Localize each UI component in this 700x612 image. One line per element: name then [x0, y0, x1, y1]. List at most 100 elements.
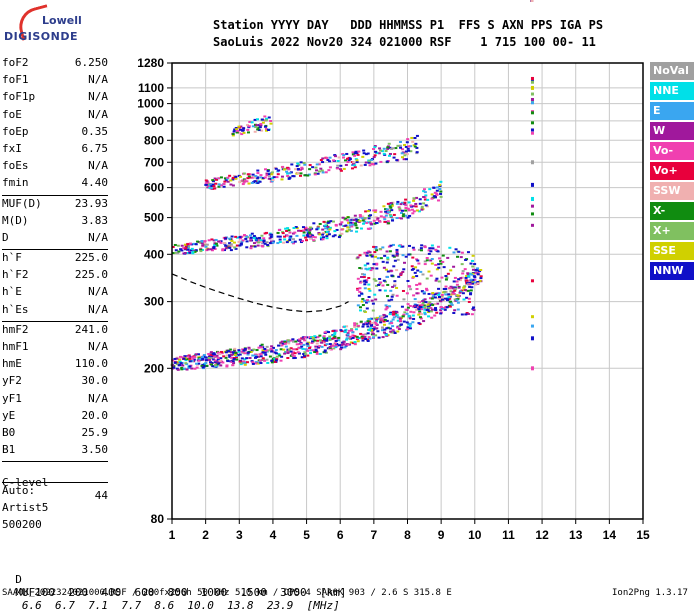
- echo-point: [326, 158, 330, 161]
- echo-point: [448, 305, 452, 308]
- echo-point: [400, 152, 404, 155]
- echo-point: [361, 298, 365, 301]
- echo-point: [334, 155, 338, 158]
- echo-point: [369, 269, 373, 272]
- echo-point: [176, 368, 180, 371]
- echo-point: [271, 177, 275, 180]
- echo-point: [396, 200, 400, 203]
- echo-point: [206, 248, 210, 251]
- echo-point: [193, 356, 197, 359]
- param-label: D: [2, 230, 9, 244]
- param-value: 25.9: [81, 425, 109, 439]
- param-value: N/A: [88, 73, 108, 87]
- echo-point: [177, 358, 181, 361]
- echo-point: [462, 286, 466, 289]
- echo-point: [530, 0, 534, 2]
- echo-point: [405, 153, 409, 156]
- echo-point: [362, 149, 366, 152]
- echo-point: [447, 296, 451, 299]
- echo-point: [285, 241, 289, 244]
- echo-point: [178, 355, 182, 358]
- echo-point: [412, 210, 416, 213]
- legend-item: NNE: [650, 82, 694, 100]
- echo-point: [343, 346, 347, 349]
- echo-point: [183, 243, 187, 246]
- echo-point: [304, 353, 308, 356]
- echo-point: [219, 364, 223, 367]
- echo-point: [323, 350, 327, 353]
- echo-point: [302, 234, 306, 237]
- echo-point: [415, 283, 419, 286]
- echo-point: [299, 347, 303, 350]
- echo-point: [386, 147, 390, 150]
- echo-point: [411, 275, 415, 278]
- echo-point: [402, 268, 406, 271]
- echo-point: [375, 249, 379, 252]
- echo-point: [354, 150, 358, 153]
- echo-point: [359, 227, 363, 230]
- echo-point: [364, 161, 368, 164]
- echo-point: [423, 308, 427, 311]
- echo-point: [295, 234, 299, 237]
- echo-point: [400, 209, 404, 212]
- echo-point: [530, 324, 534, 328]
- echo-point: [302, 353, 306, 356]
- echo-point: [174, 249, 178, 252]
- echo-point: [303, 336, 307, 339]
- echo-point: [470, 286, 474, 289]
- echo-point: [179, 248, 183, 251]
- echo-point: [343, 159, 347, 162]
- footer-muf-values: 6.6 6.7 7.1 7.7 8.6 10.0 13.8 23.9 [MHz]: [15, 599, 340, 612]
- echo-point: [334, 339, 338, 342]
- echo-point: [352, 161, 356, 164]
- echo-point: [470, 313, 474, 316]
- echo-point: [407, 244, 411, 247]
- echo-point: [263, 242, 267, 245]
- echo-point: [466, 273, 470, 276]
- echo-point: [366, 339, 370, 342]
- echo-point: [229, 249, 233, 252]
- echo-point: [389, 311, 393, 314]
- echo-point: [411, 321, 415, 324]
- echo-point: [340, 221, 344, 224]
- echo-point: [258, 180, 262, 183]
- echo-point: [201, 244, 205, 247]
- param-value: N/A: [88, 340, 108, 353]
- echo-point: [351, 221, 355, 224]
- echo-point: [183, 355, 187, 358]
- echo-point: [241, 179, 245, 182]
- echo-point: [231, 176, 235, 179]
- echo-point: [390, 147, 394, 150]
- echo-point: [239, 362, 243, 365]
- echo-point: [289, 171, 293, 174]
- echo-point: [405, 141, 409, 144]
- echo-point: [238, 181, 242, 184]
- echo-point: [401, 148, 405, 151]
- echo-point: [410, 205, 414, 208]
- echo-point: [364, 153, 368, 156]
- echo-point: [395, 286, 399, 289]
- echo-point: [362, 222, 366, 225]
- echo-point: [436, 245, 440, 248]
- echo-point: [371, 302, 375, 305]
- param-row-freq: foF1 N/A: [2, 73, 108, 90]
- echo-point: [530, 315, 534, 319]
- echo-point: [210, 355, 214, 358]
- echo-point: [173, 361, 177, 364]
- echo-point: [430, 262, 434, 265]
- echo-point: [243, 358, 247, 361]
- echo-point: [470, 259, 474, 262]
- echo-point: [463, 289, 467, 292]
- echo-point: [222, 355, 226, 358]
- echo-point: [220, 352, 224, 355]
- echo-point: [353, 166, 357, 169]
- echo-point: [402, 320, 406, 323]
- echo-point: [213, 244, 217, 247]
- echo-point: [304, 348, 308, 351]
- echo-point: [469, 278, 473, 281]
- echo-point: [449, 285, 453, 288]
- echo-point: [369, 254, 373, 257]
- echo-point: [367, 287, 371, 290]
- legend-item: E: [650, 102, 694, 120]
- echo-point: [384, 268, 388, 271]
